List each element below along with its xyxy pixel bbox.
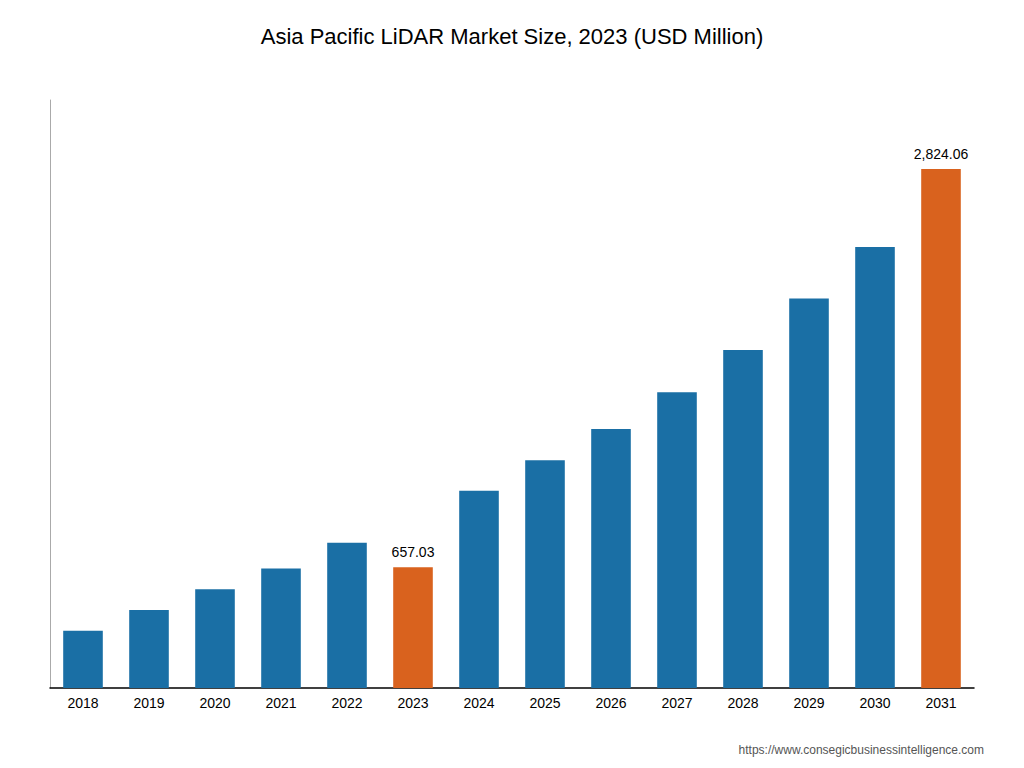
svg-text:2031: 2031 xyxy=(925,695,956,711)
svg-text:2024: 2024 xyxy=(463,695,494,711)
svg-text:2027: 2027 xyxy=(661,695,692,711)
svg-text:2021: 2021 xyxy=(265,695,296,711)
svg-text:657.03: 657.03 xyxy=(392,544,435,560)
svg-text:2020: 2020 xyxy=(199,695,230,711)
svg-text:2022: 2022 xyxy=(331,695,362,711)
svg-text:2029: 2029 xyxy=(793,695,824,711)
svg-text:2026: 2026 xyxy=(595,695,626,711)
svg-text:Asia Pacific LiDAR Market Size: Asia Pacific LiDAR Market Size, 2023 (US… xyxy=(261,24,764,49)
svg-text:2023: 2023 xyxy=(397,695,428,711)
svg-text:2025: 2025 xyxy=(529,695,560,711)
svg-text:2028: 2028 xyxy=(727,695,758,711)
svg-text:https://www.consegicbusinessin: https://www.consegicbusinessintelligence… xyxy=(739,743,984,757)
svg-text:2030: 2030 xyxy=(859,695,890,711)
svg-text:2,824.06: 2,824.06 xyxy=(914,146,969,162)
svg-text:2018: 2018 xyxy=(67,695,98,711)
svg-text:2019: 2019 xyxy=(133,695,164,711)
